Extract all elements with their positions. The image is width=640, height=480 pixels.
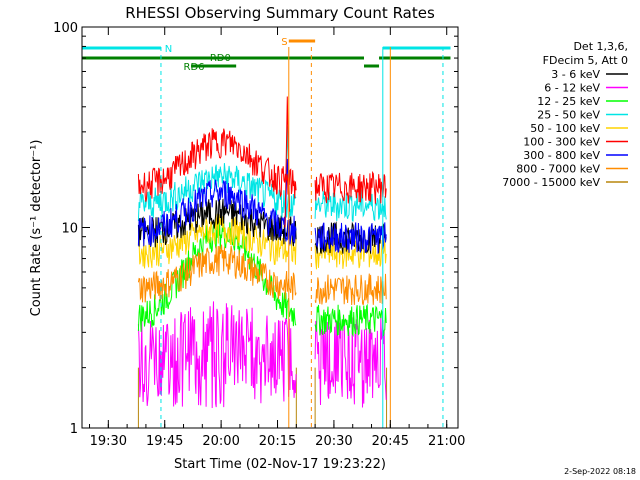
plot-area [137,96,388,428]
legend-label: 6 - 12 keV [544,82,600,95]
legend-header: Det 1,3,6, [573,40,628,53]
series-line [314,316,387,408]
series-line [137,128,297,202]
legend-header: FDecim 5, Att 0 [543,54,628,67]
series-line [314,222,387,254]
series-line [314,238,387,270]
flag-n-label: N [165,44,172,55]
chart-title: RHESSI Observing Summary Count Rates [125,4,435,22]
legend-label: 100 - 300 keV [523,136,600,149]
legend-label: 12 - 25 keV [537,95,600,108]
x-axis-label: Start Time (02-Nov-17 19:23:22) [174,457,386,472]
x-tick-label: 21:00 [428,434,465,449]
legend-label: 300 - 800 keV [523,149,600,162]
x-tick-label: 19:30 [90,434,127,449]
flag-rd6-label: RD6 [184,62,205,73]
x-tick-label: 20:00 [202,434,239,449]
legend-label: 7000 - 15000 keV [502,176,600,189]
observing-flags: N S RD0 RD6 [82,37,451,428]
x-tick-label: 20:45 [372,434,409,449]
legend-label: 50 - 100 keV [530,122,600,135]
series-line [314,303,387,337]
x-tick-label: 19:45 [146,434,183,449]
y-tick-label: 1 [70,422,78,437]
legend-label: 800 - 7000 keV [516,163,600,176]
legend-label: 25 - 50 keV [537,109,600,122]
series-line [137,179,297,247]
timestamp-label: 2-Sep-2022 08:18 [564,467,636,476]
y-tick-label: 100 [53,21,78,36]
flag-s-label: S [281,37,287,48]
series-line [314,170,387,204]
flag-rd0-label: RD0 [210,53,231,64]
series-line [137,244,297,303]
legend-label: 3 - 6 keV [551,68,600,81]
series-line [137,301,297,409]
x-tick-label: 20:30 [315,434,352,449]
axes: 19:30 19:45 20:00 20:15 20:30 20:45 21:00 1 10 10… [53,21,465,449]
series-6-12-kev [137,301,387,409]
series-800-7000-kev [137,244,387,306]
x-tick-label: 20:15 [259,434,296,449]
series-line [314,273,387,306]
series-line [137,163,297,222]
y-tick-label: 10 [61,222,78,237]
y-axis-label: Count Rate (s⁻¹ detector⁻¹) [29,140,44,317]
